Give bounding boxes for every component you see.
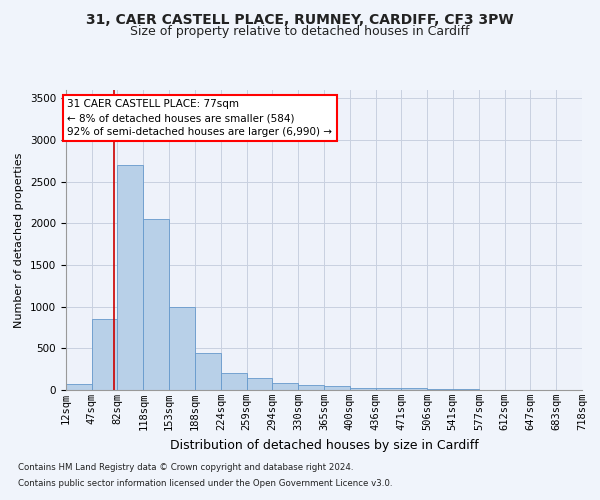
Bar	[221, 372, 247, 390]
X-axis label: Distribution of detached houses by size in Cardiff: Distribution of detached houses by size …	[170, 438, 478, 452]
Text: 31, CAER CASTELL PLACE, RUMNEY, CARDIFF, CF3 3PW: 31, CAER CASTELL PLACE, RUMNEY, CARDIFF,…	[86, 12, 514, 26]
Bar	[272, 384, 298, 390]
Text: Contains public sector information licensed under the Open Government Licence v3: Contains public sector information licen…	[18, 478, 392, 488]
Bar	[117, 165, 143, 390]
Bar	[350, 388, 376, 390]
Bar	[376, 388, 401, 390]
Bar	[401, 388, 427, 390]
Bar	[143, 219, 169, 390]
Text: 31 CAER CASTELL PLACE: 77sqm
← 8% of detached houses are smaller (584)
92% of se: 31 CAER CASTELL PLACE: 77sqm ← 8% of det…	[67, 99, 332, 137]
Bar	[247, 378, 272, 390]
Bar	[298, 386, 324, 390]
Bar	[324, 386, 350, 390]
Bar	[194, 352, 221, 390]
Bar	[92, 319, 117, 390]
Bar	[427, 389, 452, 390]
Text: Size of property relative to detached houses in Cardiff: Size of property relative to detached ho…	[130, 25, 470, 38]
Bar	[66, 384, 92, 390]
Text: Contains HM Land Registry data © Crown copyright and database right 2024.: Contains HM Land Registry data © Crown c…	[18, 464, 353, 472]
Y-axis label: Number of detached properties: Number of detached properties	[14, 152, 25, 328]
Bar	[169, 306, 194, 390]
